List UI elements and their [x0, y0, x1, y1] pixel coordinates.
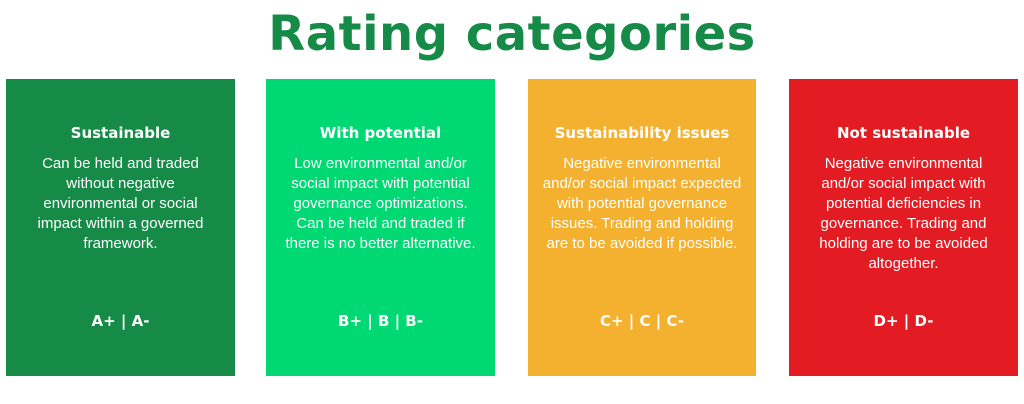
category-description: Can be held and traded without negative … — [37, 155, 204, 252]
category-title: With potential — [319, 124, 442, 142]
category-title: Sustainable — [70, 124, 171, 142]
category-grades: D+ | D- — [873, 312, 934, 330]
category-grades: C+ | C | C- — [599, 312, 684, 330]
category-description: Negative environmental and/or social imp… — [542, 155, 742, 252]
page-title: Rating categories — [268, 6, 756, 62]
category-card-with-potential: With potential Low environmental and/or … — [266, 79, 495, 376]
category-title: Sustainability issues — [554, 124, 730, 142]
category-description: Negative environmental and/or social imp… — [819, 155, 988, 272]
category-description: Low environmental and/or social impact w… — [285, 155, 476, 252]
category-card-sustainability-issues: Sustainability issues Negative environme… — [528, 79, 756, 376]
category-grades: A+ | A- — [91, 312, 150, 330]
category-title: Not sustainable — [836, 124, 971, 142]
category-card-sustainable: Sustainable Can be held and traded witho… — [6, 79, 235, 376]
category-card-not-sustainable: Not sustainable Negative environmental a… — [789, 79, 1018, 376]
category-grades: B+ | B | B- — [338, 312, 423, 330]
